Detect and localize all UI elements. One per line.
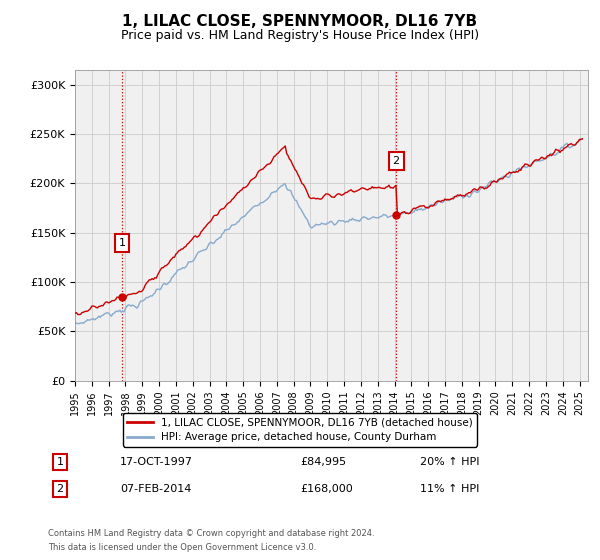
Text: 1: 1 [118, 237, 125, 248]
Text: 2: 2 [56, 484, 64, 494]
Text: 11% ↑ HPI: 11% ↑ HPI [420, 484, 479, 494]
Text: This data is licensed under the Open Government Licence v3.0.: This data is licensed under the Open Gov… [48, 543, 316, 552]
Text: 1, LILAC CLOSE, SPENNYMOOR, DL16 7YB: 1, LILAC CLOSE, SPENNYMOOR, DL16 7YB [122, 14, 478, 29]
Text: 1: 1 [56, 457, 64, 467]
Legend: 1, LILAC CLOSE, SPENNYMOOR, DL16 7YB (detached house), HPI: Average price, detac: 1, LILAC CLOSE, SPENNYMOOR, DL16 7YB (de… [123, 413, 477, 446]
Text: 2: 2 [392, 156, 400, 166]
Text: 07-FEB-2014: 07-FEB-2014 [120, 484, 191, 494]
Text: Contains HM Land Registry data © Crown copyright and database right 2024.: Contains HM Land Registry data © Crown c… [48, 529, 374, 538]
Text: £168,000: £168,000 [300, 484, 353, 494]
Text: 17-OCT-1997: 17-OCT-1997 [120, 457, 193, 467]
Text: £84,995: £84,995 [300, 457, 346, 467]
Text: 20% ↑ HPI: 20% ↑ HPI [420, 457, 479, 467]
Text: Price paid vs. HM Land Registry's House Price Index (HPI): Price paid vs. HM Land Registry's House … [121, 29, 479, 42]
